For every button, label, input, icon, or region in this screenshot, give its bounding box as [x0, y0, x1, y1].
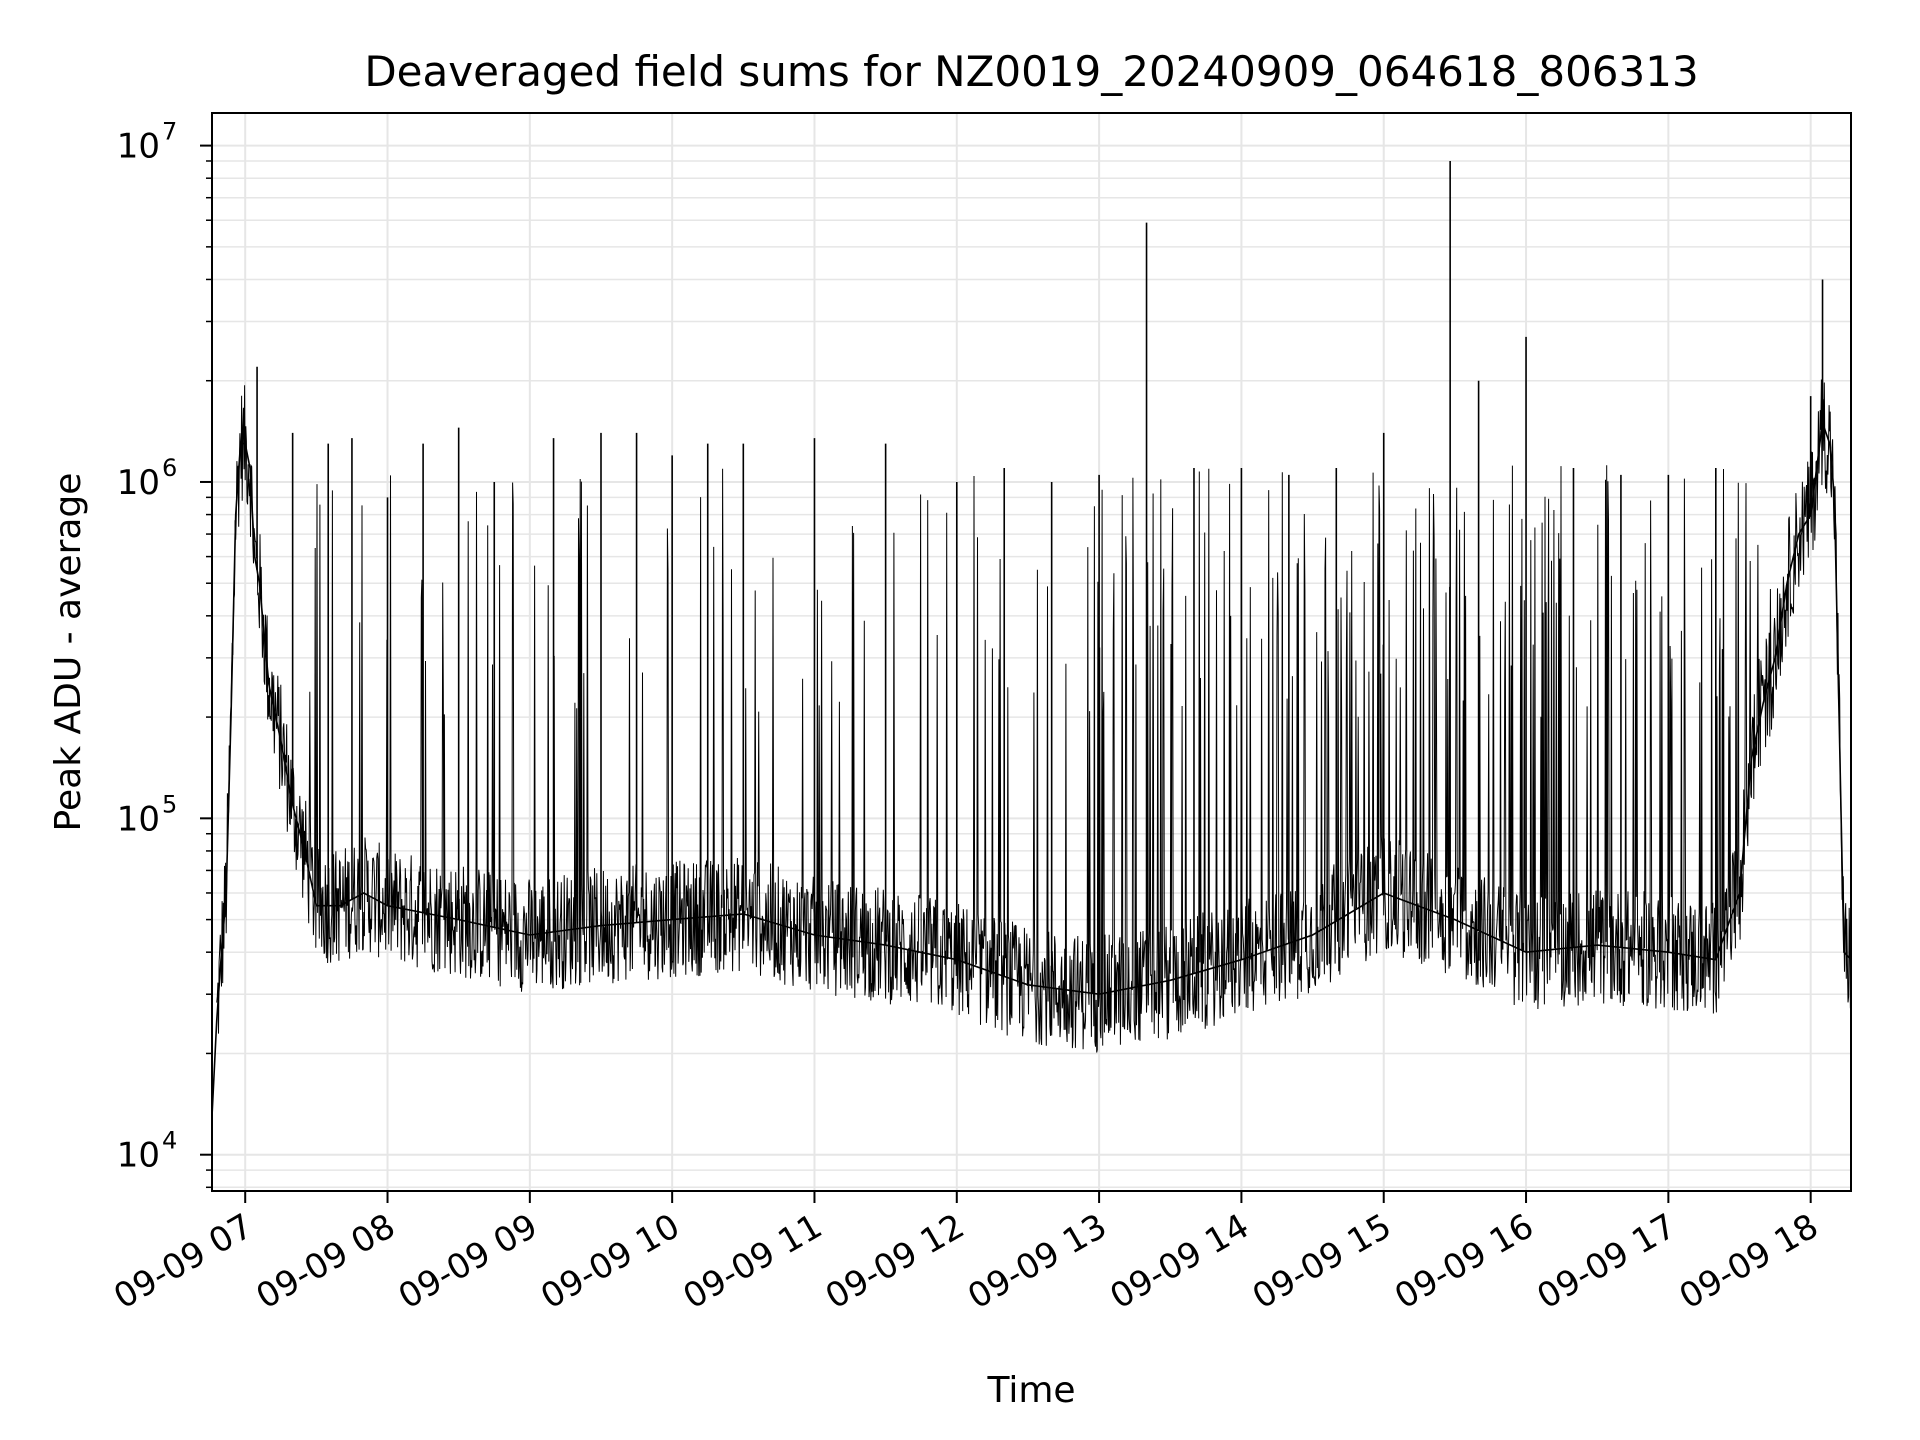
grid-minor [212, 160, 1851, 1189]
y-tick-label: 10 [117, 127, 160, 167]
plot-area [212, 160, 1851, 1117]
y-tick-exponent: 6 [162, 454, 177, 482]
y-tick-exponent: 4 [162, 1127, 177, 1155]
x-axis-label: Time [986, 1370, 1075, 1411]
y-axis-label: Peak ADU - average [48, 473, 89, 832]
y-tick-exponent: 7 [162, 118, 177, 146]
y-tick-exponent: 5 [162, 790, 177, 818]
series-noise-line [216, 379, 1851, 1053]
y-tick-label: 10 [117, 1136, 160, 1176]
y-tick-label: 10 [117, 799, 160, 839]
grid-major [212, 113, 1851, 1191]
y-tick-label: 10 [117, 463, 160, 503]
axes-frame [211, 112, 1852, 1192]
chart-title: Deaveraged field sums for NZ0019_2024090… [364, 47, 1698, 96]
